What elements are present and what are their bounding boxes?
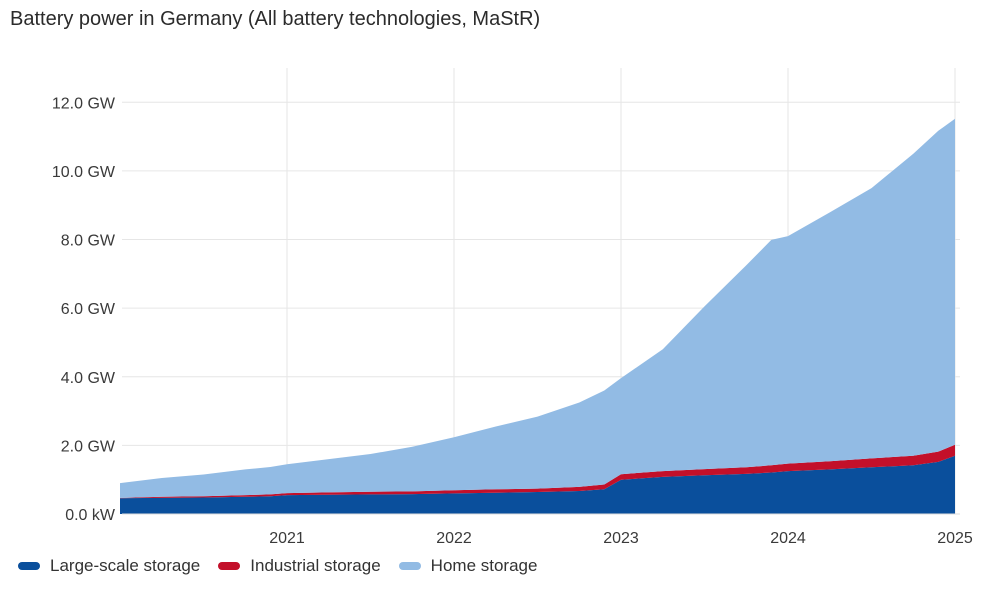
area-home-storage — [120, 118, 955, 498]
legend-item-home[interactable]: Home storage — [398, 556, 538, 576]
x-tick-label-4: 2025 — [937, 530, 973, 547]
y-tick-label-0: 0.0 kW — [65, 507, 116, 524]
legend-swatch-large-scale — [18, 562, 40, 570]
legend-item-large-scale[interactable]: Large-scale storage — [18, 556, 200, 576]
x-tick-label-3: 2024 — [770, 530, 806, 547]
area-large-scale-storage — [120, 455, 955, 514]
legend-swatch-industrial — [218, 562, 241, 570]
legend-label-large-scale: Large-scale storage — [50, 556, 201, 575]
y-tick-label-6: 12.0 GW — [52, 95, 116, 112]
y-tick-label-3: 6.0 GW — [61, 301, 116, 318]
legend-label-home: Home storage — [430, 556, 538, 575]
legend-swatch-home — [398, 562, 421, 570]
legend-item-industrial[interactable]: Industrial storage — [218, 556, 381, 576]
y-tick-label-1: 2.0 GW — [61, 438, 116, 455]
y-tick-label-4: 8.0 GW — [61, 233, 116, 250]
x-tick-label-0: 2021 — [269, 530, 305, 547]
x-tick-label-2: 2023 — [603, 530, 639, 547]
x-tick-label-1: 2022 — [436, 530, 472, 547]
y-tick-label-5: 10.0 GW — [52, 164, 116, 181]
legend: Large-scale storage Industrial storage H… — [18, 556, 537, 576]
legend-label-industrial: Industrial storage — [250, 556, 381, 575]
chart-title: Battery power in Germany (All battery te… — [10, 8, 541, 30]
y-tick-label-2: 4.0 GW — [61, 370, 116, 387]
